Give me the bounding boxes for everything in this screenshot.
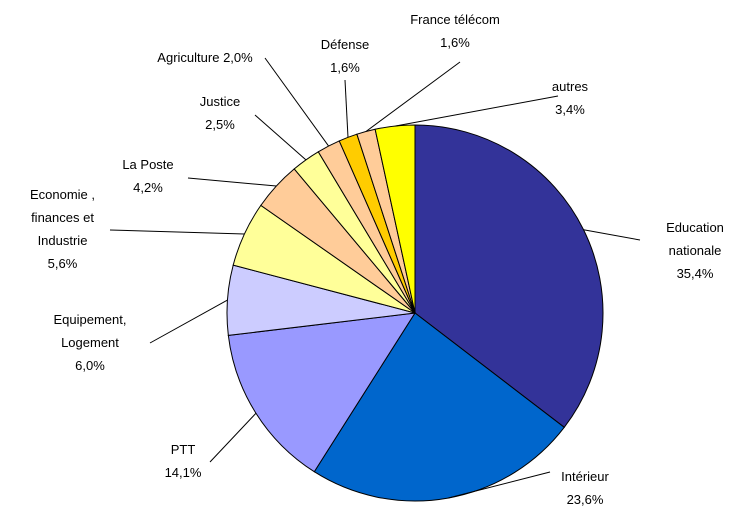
leader-line bbox=[394, 95, 559, 127]
category-label: Equipement, Logement bbox=[53, 312, 127, 350]
slice-label: Justice 2,5% bbox=[170, 90, 270, 136]
leader-line bbox=[254, 114, 307, 161]
value-label: 2,5% bbox=[205, 117, 235, 132]
slice-label: Intérieur 23,6% bbox=[535, 465, 635, 511]
slice-label: PTT 14,1% bbox=[133, 438, 233, 484]
value-label: 2,0% bbox=[223, 50, 253, 65]
slice-label: France télécom 1,6% bbox=[390, 8, 520, 54]
leader-line bbox=[264, 57, 330, 147]
leader-line bbox=[209, 412, 257, 463]
leader-line bbox=[187, 177, 277, 187]
value-label: 4,2% bbox=[133, 180, 163, 195]
category-label: Agriculture bbox=[157, 50, 220, 65]
value-label: 3,4% bbox=[555, 102, 585, 117]
category-label: La Poste bbox=[122, 157, 174, 172]
leader-line bbox=[149, 299, 228, 344]
slice-label: Défense 1,6% bbox=[295, 33, 395, 79]
slice-label: Agriculture 2,0% bbox=[130, 46, 280, 69]
value-label: 6,0% bbox=[75, 358, 105, 373]
value-label: 5,6% bbox=[47, 256, 78, 271]
leader-line bbox=[344, 79, 349, 138]
category-label: Défense bbox=[320, 37, 370, 52]
category-label: PTT bbox=[170, 442, 196, 457]
value-label: 1,6% bbox=[440, 35, 470, 50]
category-label: Economie , finances et Industrie bbox=[29, 187, 96, 248]
leader-line bbox=[447, 471, 551, 499]
value-label: 14,1% bbox=[164, 465, 202, 480]
slice-label: Education nationale 35,4% bbox=[645, 216, 733, 285]
pie-slice bbox=[414, 124, 604, 428]
slice-label: La Poste 4,2% bbox=[98, 153, 198, 199]
leader-line bbox=[109, 229, 245, 235]
category-label: France télécom bbox=[410, 12, 500, 27]
leader-line bbox=[583, 229, 641, 241]
category-label: autres bbox=[551, 79, 589, 94]
category-label: Education nationale bbox=[666, 220, 724, 258]
leader-line bbox=[365, 61, 461, 132]
value-label: 1,6% bbox=[330, 60, 360, 75]
category-label: Intérieur bbox=[561, 469, 609, 484]
pie-slice bbox=[227, 312, 416, 473]
value-label: 23,6% bbox=[566, 492, 604, 507]
slice-label: Equipement, Logement 6,0% bbox=[40, 308, 140, 377]
value-label: 35,4% bbox=[676, 266, 714, 281]
slice-label: autres 3,4% bbox=[520, 75, 620, 121]
category-label: Justice bbox=[199, 94, 241, 109]
slice-label: Economie , finances et Industrie 5,6% bbox=[5, 183, 120, 275]
